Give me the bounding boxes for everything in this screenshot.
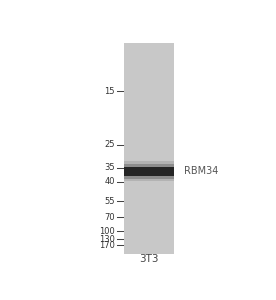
Text: 3T3: 3T3 xyxy=(139,254,159,264)
Text: RBM34: RBM34 xyxy=(184,166,219,176)
Text: 55: 55 xyxy=(104,197,115,206)
FancyBboxPatch shape xyxy=(124,43,174,254)
Text: 40: 40 xyxy=(104,177,115,186)
FancyBboxPatch shape xyxy=(124,161,174,181)
Text: 15: 15 xyxy=(104,87,115,96)
Text: 35: 35 xyxy=(104,163,115,172)
FancyBboxPatch shape xyxy=(124,167,174,176)
Text: 25: 25 xyxy=(104,140,115,149)
Text: 130: 130 xyxy=(99,235,115,244)
FancyBboxPatch shape xyxy=(124,164,174,178)
Text: 100: 100 xyxy=(99,227,115,236)
Text: 170: 170 xyxy=(99,241,115,250)
Text: 70: 70 xyxy=(104,213,115,222)
